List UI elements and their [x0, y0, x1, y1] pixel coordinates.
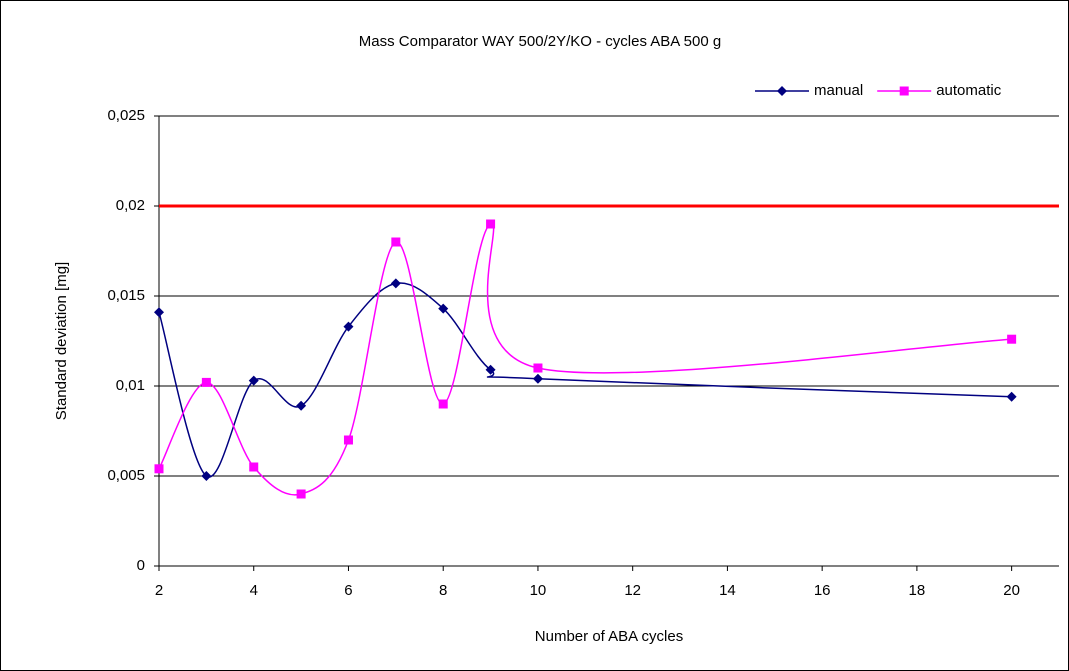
x-axis-label: Number of ABA cycles [535, 628, 683, 645]
marker [249, 462, 259, 472]
marker [391, 237, 401, 247]
marker [438, 399, 448, 409]
x-tick-label: 14 [719, 582, 736, 599]
marker [201, 377, 211, 387]
marker [438, 303, 449, 314]
x-tick-label: 12 [624, 582, 641, 599]
marker [343, 435, 353, 445]
marker [1007, 334, 1017, 344]
x-tick-label: 2 [155, 582, 163, 599]
x-tick-label: 10 [530, 582, 547, 599]
marker [296, 400, 307, 411]
marker [533, 363, 543, 373]
marker [248, 375, 259, 386]
x-tick-label: 4 [250, 582, 258, 599]
legend-label: automatic [936, 82, 1002, 99]
marker [485, 364, 496, 375]
marker [154, 307, 164, 318]
marker [343, 321, 354, 332]
x-tick-label: 18 [909, 582, 926, 599]
x-tick-label: 6 [344, 582, 352, 599]
y-tick-label: 0,01 [116, 377, 145, 394]
legend-marker [899, 86, 909, 96]
marker [532, 373, 543, 384]
y-tick-label: 0,02 [116, 197, 145, 214]
marker [390, 278, 401, 289]
x-tick-label: 20 [1003, 582, 1020, 599]
y-tick-label: 0 [137, 557, 145, 574]
marker [1006, 391, 1017, 402]
y-axis-label: Standard deviation [mg] [53, 262, 70, 420]
series-line [158, 282, 1012, 478]
marker [201, 471, 212, 481]
y-tick-label: 0,025 [107, 107, 145, 124]
marker [296, 489, 306, 499]
marker [154, 464, 164, 474]
y-tick-label: 0,005 [107, 467, 145, 484]
legend-label: manual [814, 82, 863, 99]
legend-marker [777, 86, 787, 96]
marker [486, 219, 496, 229]
chart-title: Mass Comparator WAY 500/2Y/KO - cycles A… [359, 33, 721, 50]
x-tick-label: 8 [439, 582, 447, 599]
y-tick-label: 0,015 [107, 287, 145, 304]
x-tick-label: 16 [814, 582, 831, 599]
